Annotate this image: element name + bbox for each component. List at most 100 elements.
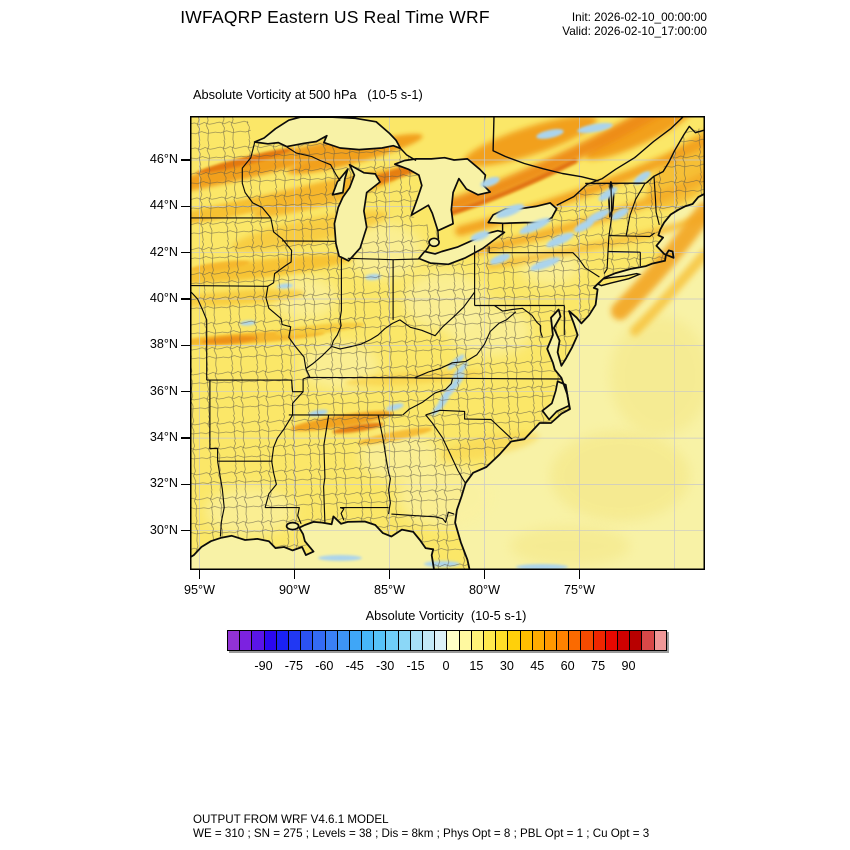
lat-tick-label: 42°N: [149, 244, 178, 259]
colorbar-segment: [508, 631, 521, 650]
lon-tick-label: 90°W: [279, 583, 310, 597]
colorbar-tick-label: -90: [254, 659, 273, 673]
lat-tick-label: 32°N: [149, 476, 178, 491]
colorbar-segment: [313, 631, 326, 650]
colorbar-tick-label: 15: [469, 659, 484, 673]
river-border: [424, 244, 430, 252]
colorbar-segment: [618, 631, 631, 650]
colorbar-tick-label: -45: [345, 659, 364, 673]
state-border: [286, 146, 341, 182]
lake-pontchartrain: [285, 521, 300, 531]
state-border: [209, 380, 219, 462]
colorbar-tick-label: -75: [284, 659, 303, 673]
state-border: [217, 461, 225, 537]
state-border: [608, 232, 655, 238]
lake-erie: [418, 229, 506, 266]
map-layers: [190, 116, 705, 570]
lat-tick-label: 34°N: [149, 430, 178, 445]
plot-title: Absolute Vorticity at 500 hPa (10-5 s-1): [193, 87, 423, 102]
colorbar-segment: [593, 631, 606, 650]
gulf-of-mexico: [190, 516, 435, 570]
state-border: [625, 182, 646, 236]
lake-greenbay: [331, 168, 349, 196]
colorbar-tick-label: -15: [406, 659, 425, 673]
colorbar-segment: [483, 631, 497, 650]
colorbar-segment: [228, 631, 241, 650]
colorbar-segment: [557, 631, 570, 650]
lat-tick-mark: [181, 159, 190, 161]
colorbar-segment: [581, 631, 594, 650]
colorbar-segment: [276, 631, 289, 650]
colorbar-segment: [386, 631, 399, 650]
state-border: [425, 409, 513, 440]
state-border: [414, 311, 517, 379]
colorbar-segment: [252, 631, 265, 650]
valid-time: Valid: 2026-02-10_17:00:00: [562, 24, 707, 38]
colorbar-tick-label: 75: [591, 659, 606, 673]
lon-tick-label: 85°W: [374, 583, 405, 597]
colorbar-segment: [447, 631, 460, 650]
colorbar-segment: [240, 631, 253, 650]
colorbar-segment: [288, 631, 302, 650]
long-island: [596, 272, 642, 287]
lat-tick-mark: [181, 344, 190, 347]
lake-stclair: [428, 237, 440, 248]
lon-tick-label: 95°W: [184, 583, 215, 597]
state-border: [265, 507, 302, 525]
colorbar: [227, 630, 667, 651]
colorbar-segment: [459, 631, 472, 650]
state-border: [323, 414, 330, 523]
lake-huron: [393, 156, 492, 232]
colorbar-segment: [374, 631, 387, 650]
colorbar-segment: [520, 631, 533, 650]
colorbar-segment: [301, 631, 314, 650]
lat-tick-mark: [181, 437, 190, 439]
state-border: [241, 142, 272, 219]
lon-tick-label: 75°W: [564, 583, 595, 597]
colorbar-title: Absolute Vorticity (10-5 s-1): [365, 608, 527, 623]
colorbar-segment: [532, 631, 545, 650]
lon-tick-mark: [388, 570, 391, 579]
lat-tick-label: 46°N: [149, 152, 178, 166]
colorbar-segment: [569, 631, 582, 650]
state-border: [402, 377, 454, 416]
map-area: [190, 116, 705, 570]
colorbar-segment: [654, 631, 666, 650]
state-border: [607, 250, 641, 253]
river-border: [645, 125, 705, 184]
state-border: [190, 285, 268, 287]
footer-model-line: OUTPUT FROM WRF V4.6.1 MODEL: [193, 813, 389, 826]
lon-tick-mark: [483, 570, 486, 579]
state-border: [414, 377, 563, 380]
colorbar-segment: [410, 631, 423, 650]
state-border: [331, 258, 342, 347]
colorbar-tick-label: 60: [560, 659, 575, 673]
lat-tick-label: 38°N: [149, 337, 178, 352]
lat-tick-mark: [181, 483, 190, 486]
state-border: [584, 267, 600, 278]
colorbar-tick-label: -30: [376, 659, 395, 673]
colorbar-segment: [325, 631, 338, 650]
lat-tick-mark: [181, 529, 190, 532]
colorbar-segment: [362, 631, 375, 650]
colorbar-segment: [264, 631, 277, 650]
page-title: IWFAQRP Eastern US Real Time WRF: [180, 7, 490, 27]
lat-tick-mark: [181, 205, 190, 208]
colorbar-segment: [630, 631, 643, 650]
lat-tick-label: 40°N: [149, 291, 178, 305]
gulf-coastline: [190, 515, 435, 570]
state-border: [305, 291, 476, 370]
lake-superior: [253, 116, 402, 151]
colorbar-segment: [642, 631, 655, 650]
state-border: [347, 257, 419, 261]
river-border: [556, 116, 685, 206]
lat-tick-label: 44°N: [149, 198, 178, 213]
colorbar-tick-label: 45: [530, 659, 545, 673]
state-border: [206, 379, 304, 393]
colorbar-segment: [398, 631, 411, 650]
lon-tick-label: 80°W: [469, 583, 500, 597]
colorbar-segment: [471, 631, 484, 650]
lon-tick-mark: [293, 570, 296, 579]
footer-config-line: WE = 310 ; SN = 275 ; Levels = 38 ; Dis …: [193, 827, 650, 840]
